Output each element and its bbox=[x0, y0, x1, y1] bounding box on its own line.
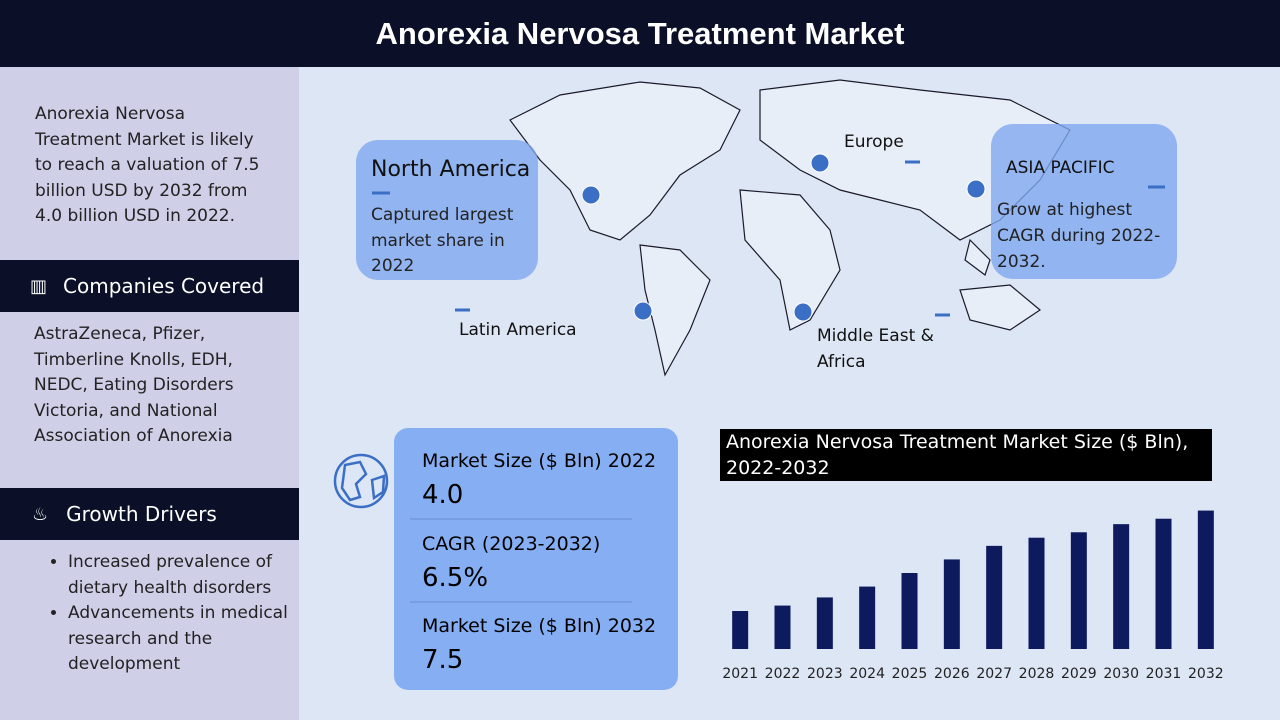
region-text: Captured largest market share in 2022 bbox=[371, 205, 514, 276]
stat-value: 4.0 bbox=[422, 480, 464, 510]
section-header: ▥ Companies Covered bbox=[0, 260, 299, 312]
bar bbox=[986, 545, 1003, 649]
stat-label: Market Size ($ Bln) 2032 bbox=[422, 615, 657, 637]
x-tick-label: 2030 bbox=[1103, 666, 1139, 682]
driver: Increased prevalence of dietary health d… bbox=[68, 550, 308, 601]
callout bbox=[356, 140, 538, 280]
x-tick-label: 2021 bbox=[722, 666, 758, 682]
world-map bbox=[509, 79, 1071, 377]
left-panel bbox=[0, 67, 299, 720]
bar bbox=[859, 586, 876, 649]
summary: Anorexia Nervosa Treatment Market is lik… bbox=[35, 104, 260, 226]
bar bbox=[1113, 524, 1130, 649]
heading: Growth Drivers bbox=[66, 502, 217, 526]
bar bbox=[774, 605, 791, 649]
region-text: Grow at highest CAGR during 2022-2032. bbox=[997, 200, 1161, 272]
stat-label: CAGR (2023-2032) bbox=[422, 533, 601, 555]
bar bbox=[732, 611, 749, 649]
x-tick-label: 2022 bbox=[765, 666, 801, 682]
region-name: Europe bbox=[844, 132, 904, 152]
bar bbox=[1197, 510, 1214, 649]
region-name: North America bbox=[371, 157, 531, 182]
bar bbox=[943, 559, 960, 649]
bar bbox=[1070, 532, 1087, 649]
x-tick-label: 2027 bbox=[976, 666, 1012, 682]
x-tick-label: 2023 bbox=[807, 666, 843, 682]
globe-icon bbox=[333, 453, 389, 509]
chart-title: Anorexia Nervosa Treatment Market Size (… bbox=[726, 431, 1189, 479]
companies: AstraZeneca, Pfizer, Timberline Knolls, … bbox=[34, 324, 234, 446]
x-tick-label: 2029 bbox=[1061, 666, 1097, 682]
bar-chart: 2021 2022 2023 2024 2025 2026 2027 2028 2029 2030… bbox=[722, 510, 1224, 682]
stat-value: 7.5 bbox=[422, 645, 464, 675]
bar bbox=[1028, 537, 1045, 649]
x-tick-label: 2025 bbox=[892, 666, 928, 682]
bar bbox=[816, 597, 833, 649]
bar bbox=[901, 573, 918, 649]
x-tick-label: 2026 bbox=[934, 666, 970, 682]
region-markers bbox=[581, 153, 986, 322]
x-tick-label: 2031 bbox=[1146, 666, 1182, 682]
stat-label: Market Size ($ Bln) 2022 bbox=[422, 450, 657, 472]
stat-value: 6.5% bbox=[422, 563, 489, 593]
x-tick-label: 2028 bbox=[1019, 666, 1055, 682]
chart-title-bg bbox=[720, 429, 1212, 481]
driver: Advancements in medical research and the… bbox=[68, 601, 308, 678]
x-tick-label: 2032 bbox=[1188, 666, 1224, 682]
section-header: ♨ Growth Drivers bbox=[0, 488, 299, 540]
heading: Companies Covered bbox=[63, 274, 265, 298]
x-tick-label: 2024 bbox=[849, 666, 885, 682]
stats-panel bbox=[394, 428, 678, 690]
drivers-list: Increased prevalence of dietary health d… bbox=[34, 550, 308, 678]
callout bbox=[991, 124, 1177, 279]
region-name: Latin America bbox=[459, 320, 577, 340]
title: Anorexia Nervosa Treatment Market bbox=[0, 0, 1280, 67]
region-name: ASIA PACIFIC bbox=[1006, 158, 1115, 178]
connectors bbox=[372, 160, 1165, 317]
region-name: Middle East & Africa bbox=[817, 326, 934, 372]
bar bbox=[1155, 518, 1172, 649]
